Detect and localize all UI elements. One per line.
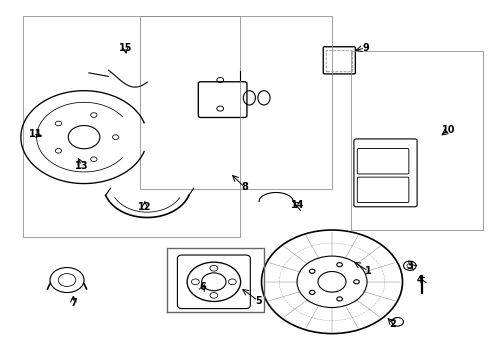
Text: 11: 11: [29, 129, 42, 139]
Text: 12: 12: [138, 202, 151, 212]
Text: 7: 7: [70, 298, 77, 308]
Text: 4: 4: [415, 275, 422, 285]
Text: 6: 6: [200, 282, 206, 292]
Text: 5: 5: [255, 296, 262, 306]
Text: 13: 13: [75, 161, 88, 171]
Text: 8: 8: [241, 182, 247, 192]
Text: 10: 10: [441, 125, 454, 135]
Text: 9: 9: [362, 43, 368, 53]
Text: 1: 1: [365, 266, 371, 276]
Text: 15: 15: [119, 43, 132, 53]
Text: 14: 14: [291, 200, 304, 210]
Text: 2: 2: [388, 319, 395, 329]
Text: 3: 3: [406, 261, 412, 271]
